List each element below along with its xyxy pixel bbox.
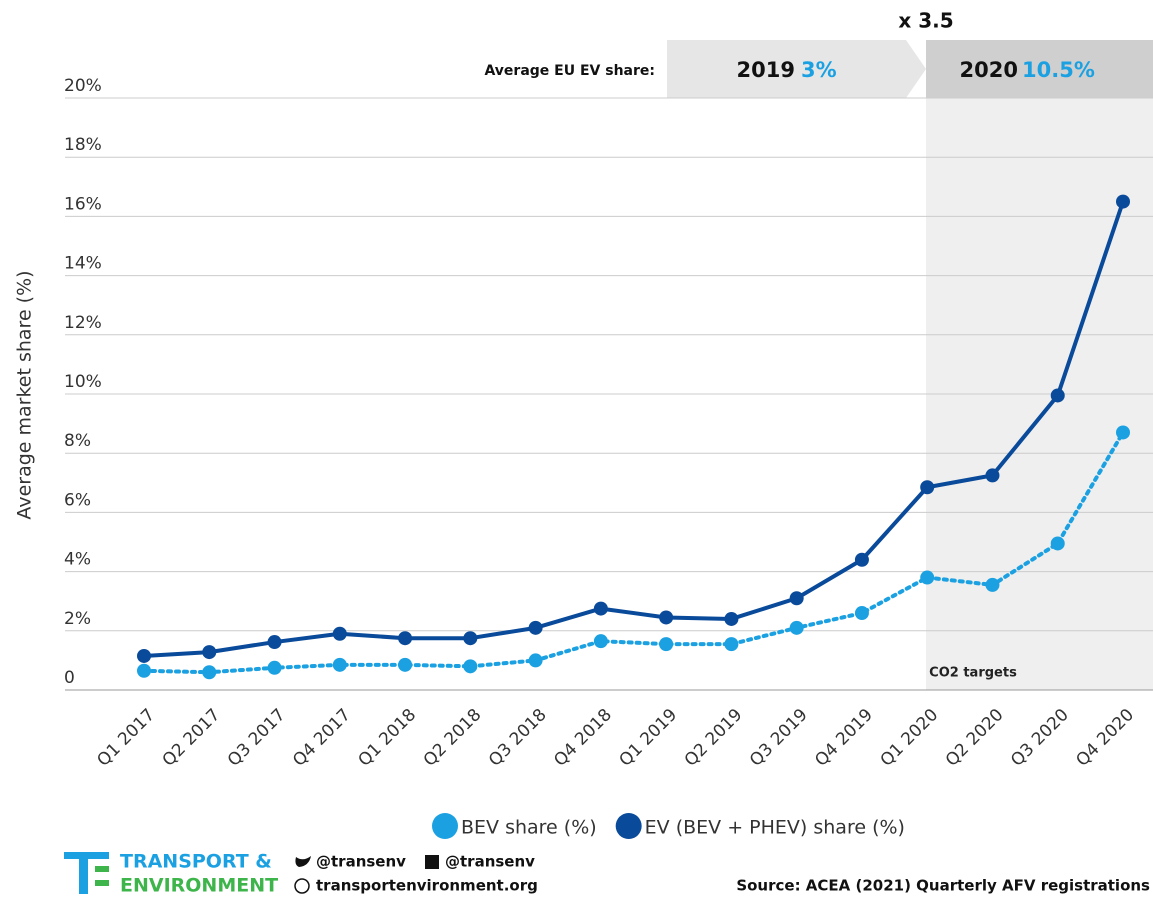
point (463, 631, 478, 646)
x-tick-label: Q3 2018 (485, 705, 551, 771)
point (854, 552, 869, 567)
logo-mark (79, 852, 88, 894)
y-tick-label: 4% (64, 550, 91, 570)
point (985, 468, 1000, 483)
y-tick-label: 18% (64, 135, 102, 155)
y-tick-label: 20% (64, 76, 102, 96)
x-tick-label: Q1 2019 (616, 705, 682, 771)
x-tick-label: Q1 2018 (354, 705, 420, 771)
logo-mark (95, 866, 109, 872)
point (202, 665, 217, 680)
y-tick-label: 12% (64, 313, 102, 333)
point (985, 577, 1000, 592)
point (463, 659, 478, 674)
legend-swatch (432, 813, 458, 839)
logo-text: TRANSPORT & (120, 851, 272, 873)
y-tick-label: 10% (64, 372, 102, 392)
source: Source: ACEA (2021) Quarterly AFV regist… (736, 877, 1150, 895)
logo-text: ENVIRONMENT (120, 875, 278, 897)
legend-swatch (615, 813, 642, 839)
series-line (142, 199, 1125, 658)
point (528, 620, 543, 635)
facebook: @transenv (445, 853, 535, 871)
x-tick-label: Q2 2018 (420, 705, 486, 771)
website: transportenvironment.org (316, 877, 538, 895)
x-tick-label: Q4 2018 (550, 705, 616, 771)
y-axis-label: Average market share (%) (14, 270, 36, 519)
x-tick-label: Q1 2017 (93, 705, 159, 771)
header-share: 10.5% (1022, 58, 1095, 82)
x-tick-label: Q3 2019 (746, 705, 812, 771)
point (854, 606, 869, 621)
point (1116, 194, 1130, 209)
series-line (142, 430, 1125, 675)
multiplier: x 3.5 (898, 9, 953, 33)
x-tick-label: Q4 2019 (811, 705, 877, 771)
twitter: @transenv (316, 853, 406, 871)
logo-mark (95, 880, 109, 886)
header-share: 3% (801, 58, 837, 82)
y-tick-label: 16% (64, 194, 102, 214)
legend-label: EV (BEV + PHEV) share (%) (645, 817, 905, 839)
point (332, 657, 347, 672)
x-tick-label: Q2 2017 (159, 705, 225, 771)
point (137, 663, 151, 678)
header-label: Average EU EV share: (484, 63, 655, 79)
point (398, 657, 413, 672)
x-tick-label: Q2 2019 (681, 705, 747, 771)
header-box-2020 (926, 40, 1153, 98)
y-tick-label: 6% (64, 490, 91, 510)
point (398, 631, 413, 646)
x-tick-label: Q4 2017 (289, 705, 355, 771)
header-year: 2020 (960, 58, 1018, 82)
point (137, 648, 151, 663)
point (789, 620, 804, 635)
y-tick-label: 8% (64, 431, 91, 451)
point (528, 653, 543, 668)
footer: TRANSPORT & ENVIRONMENT @transenv @trans… (64, 851, 1150, 897)
x-tick-label: Q1 2020 (877, 705, 943, 771)
point (267, 635, 282, 650)
annotation: CO2 targets (929, 666, 1017, 681)
point (659, 637, 674, 652)
legend-label: BEV share (%) (461, 817, 597, 839)
y-tick-label: 2% (64, 609, 91, 629)
point (659, 610, 674, 625)
point (202, 645, 217, 660)
point (789, 591, 804, 606)
point (267, 660, 282, 675)
facebook-icon (425, 855, 439, 869)
globe-icon (294, 878, 310, 894)
point (332, 626, 347, 641)
point (1050, 536, 1065, 551)
header-box-2019 (667, 40, 926, 98)
x-tick-label: Q2 2020 (942, 705, 1008, 771)
header-year: 2019 (737, 58, 795, 82)
point (1116, 425, 1130, 440)
point (920, 480, 935, 495)
point (920, 570, 935, 585)
point (724, 611, 739, 626)
point (724, 637, 739, 652)
y-tick-label: 0 (64, 668, 75, 688)
x-tick-label: Q3 2020 (1007, 705, 1073, 771)
point (1050, 388, 1065, 403)
x-tick-label: Q3 2017 (224, 705, 290, 771)
y-tick-label: 14% (64, 254, 102, 274)
twitter-icon (295, 856, 311, 867)
point (593, 601, 608, 616)
x-tick-label: Q4 2020 (1072, 705, 1138, 771)
point (593, 634, 608, 649)
